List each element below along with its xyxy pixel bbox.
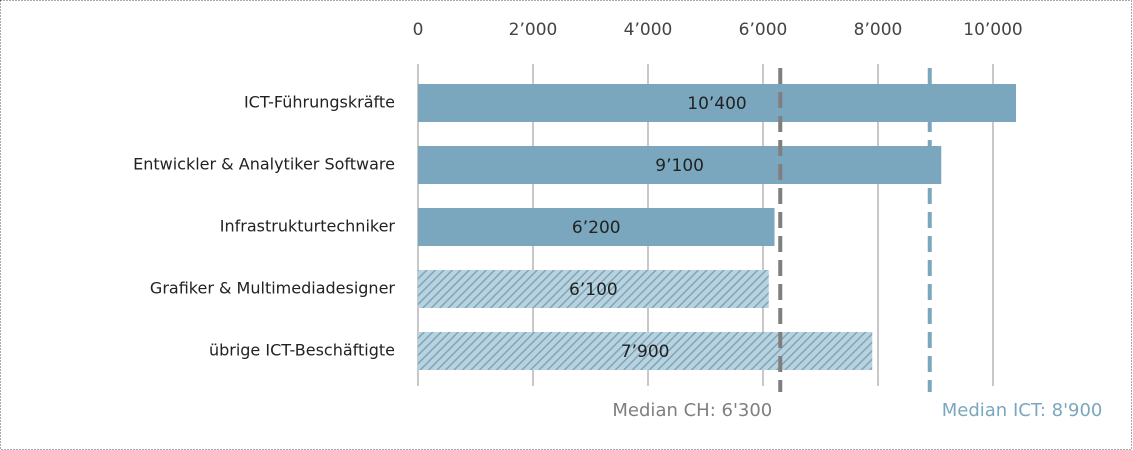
category-label: übrige ICT-Beschäftigte xyxy=(209,341,395,360)
x-tick-label: 6’000 xyxy=(739,20,788,40)
value-label: 6’200 xyxy=(572,218,621,238)
x-tick-label: 0 xyxy=(413,20,424,40)
bar xyxy=(418,146,942,184)
bar xyxy=(418,332,873,370)
bar xyxy=(418,208,775,246)
category-label: ICT-Führungskräfte xyxy=(244,93,395,112)
x-tick-label: 2’000 xyxy=(509,20,558,40)
median-label: Median CH: 6'300 xyxy=(612,400,772,421)
x-tick-label: 4’000 xyxy=(624,20,673,40)
value-label: 9’100 xyxy=(655,156,704,176)
value-label: 7’900 xyxy=(621,342,670,362)
category-label: Entwickler & Analytiker Software xyxy=(133,155,395,174)
bar xyxy=(418,270,769,308)
category-label: Infrastrukturtechniker xyxy=(220,217,396,236)
value-label: 6’100 xyxy=(569,280,618,300)
x-tick-label: 10’000 xyxy=(963,20,1022,40)
category-label: Grafiker & Multimediadesigner xyxy=(150,279,395,298)
bar xyxy=(418,84,1016,122)
median-label: Median ICT: 8'900 xyxy=(942,400,1103,421)
value-label: 10’400 xyxy=(687,94,746,114)
x-tick-label: 8’000 xyxy=(854,20,903,40)
